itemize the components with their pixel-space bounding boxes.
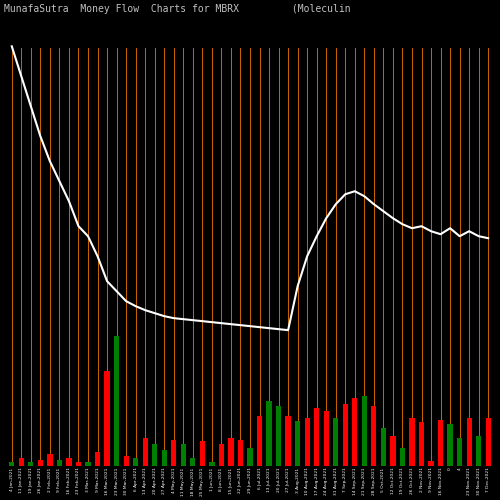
Bar <box>18 458 24 466</box>
Bar <box>86 462 90 466</box>
Bar <box>190 458 196 466</box>
Bar <box>114 336 119 466</box>
Bar <box>438 420 443 466</box>
Bar <box>400 448 405 466</box>
Bar <box>419 422 424 466</box>
Bar <box>124 456 129 466</box>
Text: MunafaSutra  Money Flow  Charts for MBRX         (Moleculin                     : MunafaSutra Money Flow Charts for MBRX (… <box>4 4 500 14</box>
Bar <box>314 408 320 466</box>
Bar <box>48 454 52 466</box>
Bar <box>342 404 348 466</box>
Bar <box>476 436 482 466</box>
Bar <box>466 418 472 466</box>
Bar <box>333 418 338 466</box>
Bar <box>9 462 15 466</box>
Bar <box>486 418 491 466</box>
Bar <box>152 444 158 466</box>
Bar <box>133 458 138 466</box>
Bar <box>362 396 367 466</box>
Bar <box>210 462 214 466</box>
Bar <box>266 401 272 466</box>
Bar <box>57 460 62 466</box>
Bar <box>38 460 43 466</box>
Bar <box>276 406 281 466</box>
Bar <box>257 416 262 466</box>
Bar <box>142 438 148 466</box>
Bar <box>76 462 81 466</box>
Bar <box>219 444 224 466</box>
Bar <box>28 462 34 466</box>
Bar <box>457 438 462 466</box>
Bar <box>95 452 100 466</box>
Bar <box>352 398 358 466</box>
Bar <box>304 418 310 466</box>
Bar <box>238 440 243 466</box>
Bar <box>66 458 71 466</box>
Bar <box>200 441 205 466</box>
Bar <box>448 424 452 466</box>
Bar <box>381 428 386 466</box>
Bar <box>248 448 252 466</box>
Bar <box>428 461 434 466</box>
Bar <box>228 438 234 466</box>
Bar <box>295 421 300 466</box>
Bar <box>390 436 396 466</box>
Bar <box>171 440 176 466</box>
Bar <box>104 371 110 466</box>
Bar <box>162 450 167 466</box>
Bar <box>286 416 290 466</box>
Bar <box>410 418 414 466</box>
Bar <box>180 444 186 466</box>
Bar <box>371 406 376 466</box>
Bar <box>324 411 329 466</box>
